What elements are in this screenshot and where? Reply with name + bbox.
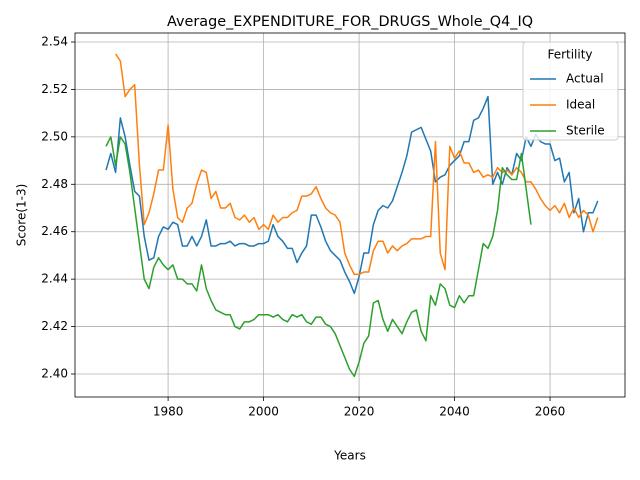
x-tick-label: 2040 xyxy=(439,405,470,419)
y-axis-label: Score(1-3) xyxy=(15,184,29,247)
y-tick-label: 2.54 xyxy=(41,35,68,49)
legend-label: Sterile xyxy=(566,124,605,138)
legend-label: Actual xyxy=(566,72,604,86)
x-axis-label: Years xyxy=(333,449,366,463)
legend: Fertility Actual Ideal Sterile xyxy=(522,41,619,141)
y-tick-label: 2.40 xyxy=(41,366,68,380)
series-line xyxy=(114,53,599,276)
plot-frame xyxy=(74,32,626,398)
axes: 1980 2000 2020 2040 2060 2.40 2.42 2.44 2.46 2.48… xyxy=(41,35,565,419)
x-tick-label: 1980 xyxy=(153,405,184,419)
y-tick-label: 2.42 xyxy=(41,319,68,333)
y-tick-label: 2.44 xyxy=(41,272,68,286)
y-tick-label: 2.52 xyxy=(41,82,68,96)
series-line xyxy=(105,136,532,378)
chart-title: Average_EXPENDITURE_FOR_DRUGS_Whole_Q4_I… xyxy=(167,14,533,30)
y-tick-label: 2.46 xyxy=(41,224,68,238)
series-line xyxy=(105,95,599,295)
x-tick-label: 2060 xyxy=(535,405,566,419)
y-tick-label: 2.48 xyxy=(41,177,68,191)
y-tick-label: 2.50 xyxy=(41,129,68,143)
x-tick-label: 2020 xyxy=(344,405,375,419)
x-tick-label: 2000 xyxy=(248,405,279,419)
lines xyxy=(105,53,599,378)
legend-box xyxy=(522,41,619,141)
legend-title: Fertility xyxy=(547,48,592,62)
legend-label: Ideal xyxy=(566,98,595,112)
